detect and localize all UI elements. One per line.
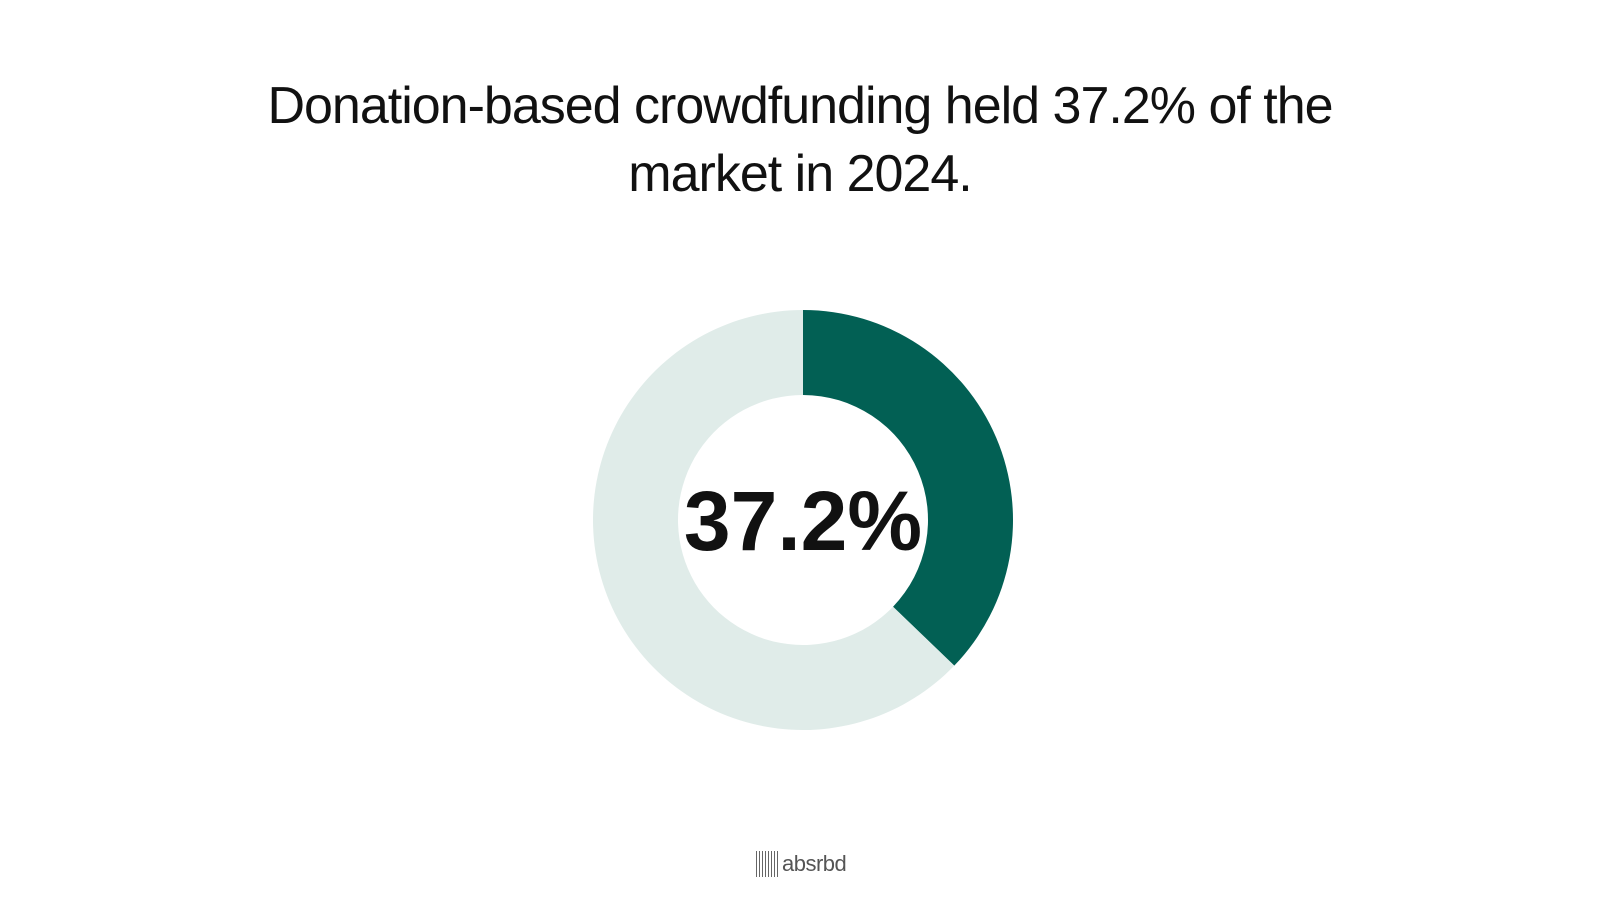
brand-name: absrbd [782, 851, 847, 876]
brand-logo: absrbd [756, 850, 847, 878]
center-value-label: 37.2% [684, 474, 922, 568]
slice-remainder [593, 310, 955, 730]
headline: Donation-based crowdfunding held 37.2% o… [267, 77, 1333, 203]
donut-slices [593, 310, 1013, 730]
barcode-lines-icon [756, 851, 778, 877]
donut-chart: 37.2% [593, 310, 1013, 730]
donut-chart-svg: 37.2% [593, 310, 1013, 730]
slice-highlight [803, 310, 1013, 666]
